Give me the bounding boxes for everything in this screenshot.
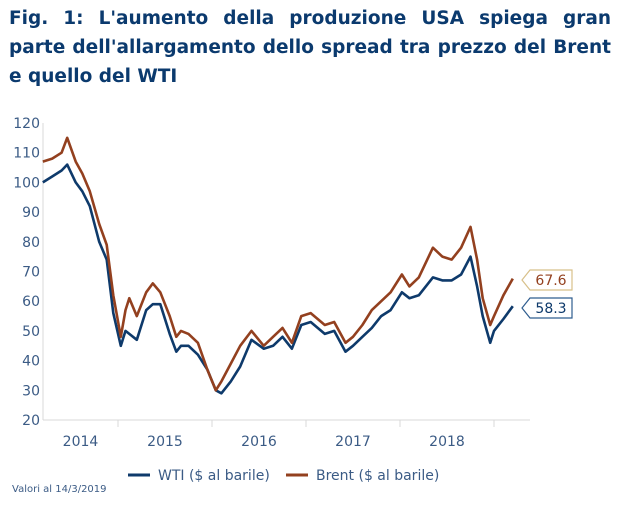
x-tick-label: 2017 bbox=[335, 434, 371, 450]
legend-label-wti: WTI ($ al barile) bbox=[158, 468, 270, 484]
y-tick-label: 70 bbox=[22, 265, 40, 281]
x-tick-label: 2015 bbox=[147, 434, 183, 450]
y-tick-label: 60 bbox=[22, 294, 40, 310]
end-label-box bbox=[521, 269, 573, 291]
end-value-label: 58.3 bbox=[535, 301, 566, 317]
y-tick-label: 20 bbox=[22, 413, 40, 429]
footnote: Valori al 14/3/2019 bbox=[12, 484, 107, 495]
end-value-label: 67.6 bbox=[535, 273, 566, 289]
legend: WTI ($ al barile) Brent ($ al barile) bbox=[128, 468, 439, 484]
x-tick-label: 2014 bbox=[63, 434, 99, 450]
series-line-wti bbox=[42, 163, 514, 395]
y-tick-label: 90 bbox=[22, 205, 40, 221]
series-line-brent bbox=[42, 136, 514, 392]
y-tick-label: 120 bbox=[13, 116, 40, 132]
x-tick-label: 2018 bbox=[429, 434, 465, 450]
y-tick-label: 30 bbox=[22, 383, 40, 399]
x-tick-label: 2016 bbox=[241, 434, 277, 450]
chart-title: Fig. 1: L'aumento della produzione USA s… bbox=[9, 8, 611, 87]
y-tick-label: 110 bbox=[13, 146, 40, 162]
end-label-box bbox=[521, 297, 573, 319]
y-tick-label: 100 bbox=[13, 175, 40, 191]
y-tick-label: 80 bbox=[22, 235, 40, 251]
y-tick-label: 40 bbox=[22, 354, 40, 370]
y-tick-label: 50 bbox=[22, 324, 40, 340]
legend-label-brent: Brent ($ al barile) bbox=[316, 468, 439, 484]
